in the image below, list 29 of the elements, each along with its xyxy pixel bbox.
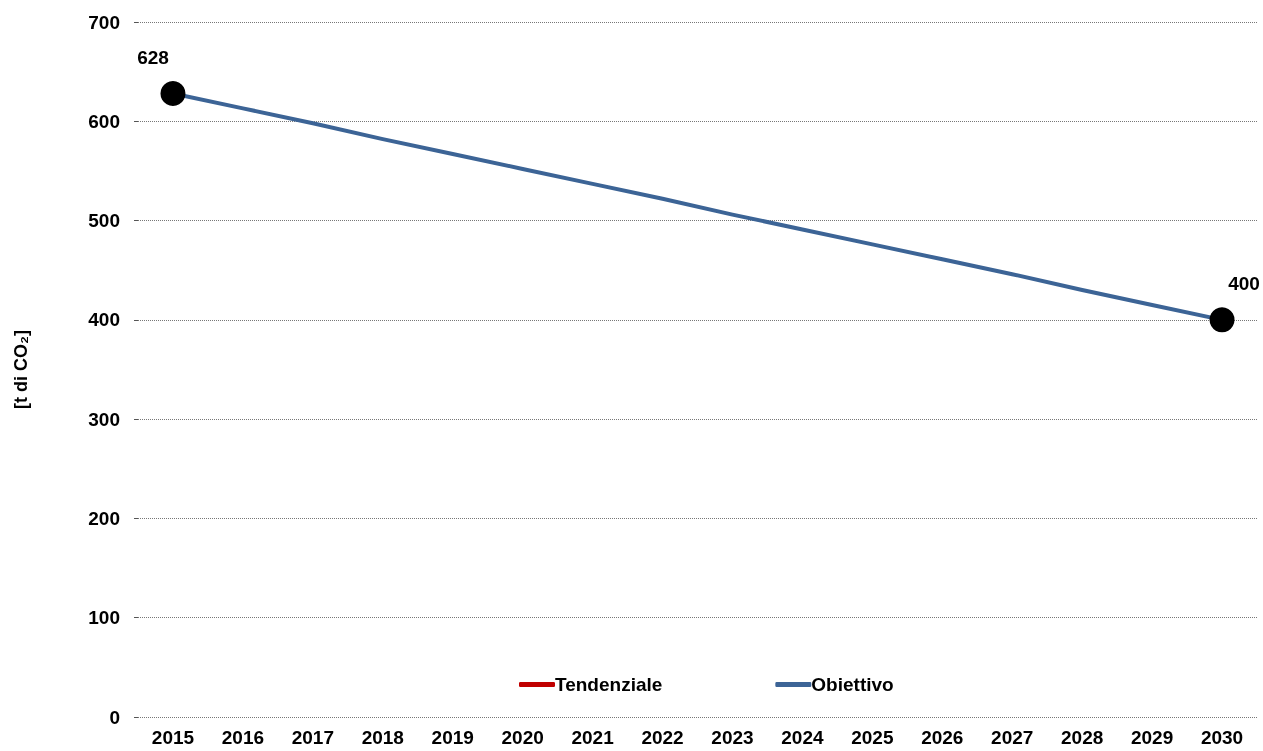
- x-tick-label: 2021: [571, 727, 615, 748]
- y-tick-label: 200: [88, 507, 120, 529]
- x-tick-label: 2028: [1061, 727, 1104, 748]
- data-label: 628: [137, 46, 169, 68]
- x-tick-label: 2023: [711, 727, 754, 748]
- x-tick-label: 2017: [291, 727, 334, 748]
- legend-label: Obiettivo: [811, 674, 894, 695]
- y-tick-label: 100: [88, 607, 120, 629]
- x-tick-label: 2026: [921, 727, 964, 748]
- x-tick-label: 2019: [431, 727, 474, 748]
- x-tick-label: 2029: [1130, 727, 1174, 748]
- y-tick-label: 300: [88, 408, 120, 430]
- x-tick-label: 2016: [221, 727, 265, 748]
- x-tick-label: 2015: [151, 727, 195, 748]
- y-axis-title: [t di CO₂]: [11, 330, 31, 409]
- y-tick-label: 0: [109, 706, 120, 728]
- y-tick-label: 500: [88, 210, 120, 232]
- x-tick-label: 2020: [501, 727, 544, 748]
- data-label: 400: [1228, 273, 1260, 295]
- x-tick-label: 2030: [1200, 727, 1244, 748]
- x-tick-label: 2022: [641, 727, 684, 748]
- y-tick-label: 700: [88, 11, 120, 33]
- legend-label: Tendenziale: [555, 674, 663, 695]
- y-tick-label: 400: [88, 309, 120, 331]
- x-tick-label: 2024: [781, 727, 824, 748]
- x-tick-label: 2025: [851, 727, 894, 748]
- x-tick-label: 2027: [991, 727, 1034, 748]
- y-tick-label: 600: [88, 110, 120, 132]
- x-tick-label: 2018: [361, 727, 404, 748]
